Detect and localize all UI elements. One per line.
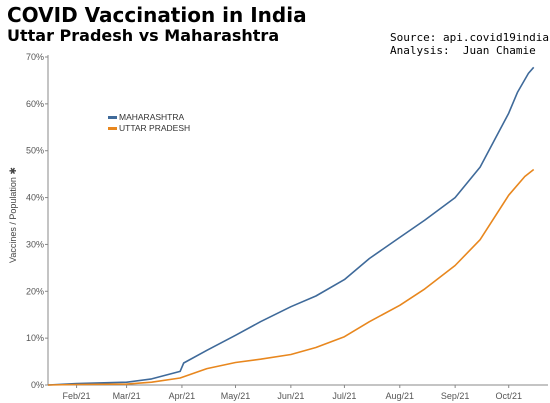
y-tick-label: 0% (31, 380, 44, 390)
series-line-uttar-pradesh (47, 168, 535, 386)
x-tick-label: Oct/21 (495, 391, 522, 401)
x-tick-label: Feb/21 (63, 391, 91, 401)
x-tick-label: May/21 (221, 391, 251, 401)
legend-swatch (108, 127, 117, 130)
legend-label: MAHARASHTRA (119, 112, 185, 122)
x-tick-label: Mar/21 (113, 391, 141, 401)
y-tick-label: 20% (26, 286, 44, 296)
x-tick-label: Jun/21 (277, 391, 304, 401)
y-tick-label: 10% (26, 333, 44, 343)
y-axis-label: Vaccines / Population ✱ (8, 167, 18, 263)
y-tick-label: 30% (26, 239, 44, 249)
chart-series (47, 66, 535, 386)
legend-swatch (108, 116, 117, 119)
chart-subtitle: Uttar Pradesh vs Maharashtra (7, 26, 280, 45)
legend-label: UTTAR PRADESH (119, 123, 190, 133)
source-text: Source: api.covid19india.org (390, 31, 550, 44)
x-tick-label: Jul/21 (332, 391, 356, 401)
chart-axes: 0% 10% 20% 30% 40% 50% 60% 70% Feb/21 Mar/21 Apr/2… (26, 52, 548, 401)
series-line-maharashtra (47, 66, 535, 386)
x-tick-label: Aug/21 (386, 391, 415, 401)
analysis-text: Analysis: Juan Chamie (390, 44, 536, 57)
y-tick-label: 70% (26, 52, 44, 62)
x-tick-label: Sep/21 (441, 391, 470, 401)
source-note: Source: api.covid19india.org Analysis: J… (390, 31, 550, 57)
y-tick-label: 60% (26, 99, 44, 109)
y-tick-label: 40% (26, 193, 44, 203)
x-tick-label: Apr/21 (169, 391, 196, 401)
chart-title: COVID Vaccination in India (7, 3, 307, 27)
y-tick-label: 50% (26, 146, 44, 156)
